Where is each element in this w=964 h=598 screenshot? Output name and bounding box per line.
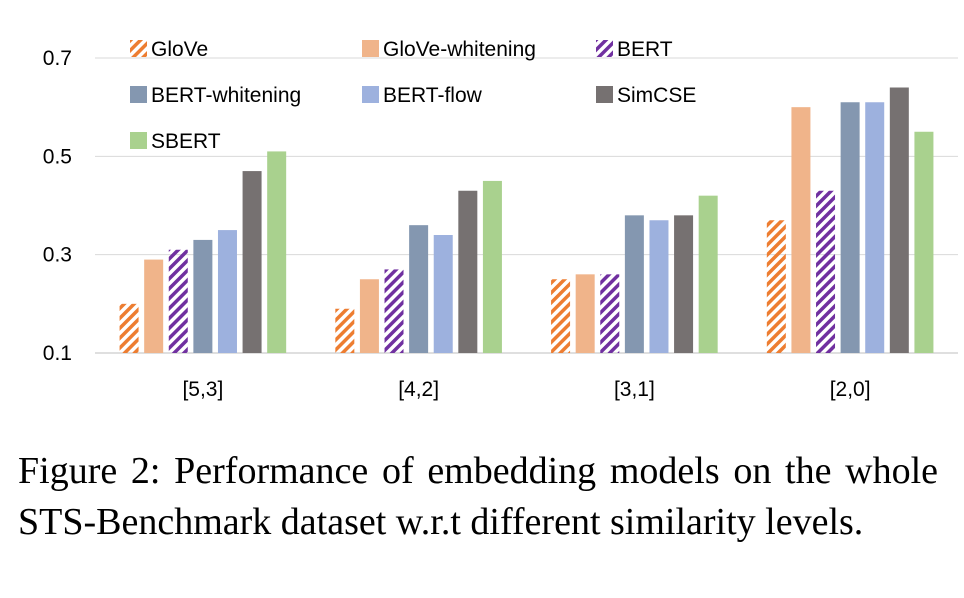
bar-bert bbox=[168, 249, 188, 353]
bar-glove-whitening bbox=[359, 279, 379, 353]
legend-swatch bbox=[362, 40, 379, 57]
bar-chart: 0.10.30.50.7 [5,3] [4,2] [3,1] [2,0] GloVe G… bbox=[43, 38, 958, 401]
x-axis-ticks: [5,3] [4,2] [3,1] [2,0] bbox=[182, 378, 870, 401]
legend-label: GloVe bbox=[151, 38, 208, 61]
bar-simcse bbox=[242, 171, 262, 353]
bar-glove-whitening bbox=[791, 107, 811, 354]
bar-simcse bbox=[674, 215, 694, 353]
bar-bert bbox=[600, 274, 620, 353]
x-tick-label: [2,0] bbox=[830, 378, 871, 401]
bar-glove-whitening bbox=[144, 259, 164, 353]
figure-caption: Figure 2: Performance of embedding model… bbox=[18, 450, 938, 543]
legend: GloVe GloVe-whitening BERT BERT-whitening BE… bbox=[130, 38, 696, 153]
bar-glove bbox=[119, 303, 139, 353]
x-tick-label: [5,3] bbox=[182, 378, 223, 401]
bar-bert-whitening bbox=[840, 102, 860, 353]
legend-label: GloVe-whitening bbox=[383, 38, 536, 61]
bars bbox=[119, 87, 934, 354]
legend-swatch bbox=[130, 40, 147, 57]
bar-bert-flow bbox=[865, 102, 885, 353]
bar-simcse bbox=[458, 190, 478, 353]
gridlines bbox=[95, 57, 958, 354]
bar-bert-flow bbox=[217, 230, 237, 353]
legend-label: BERT bbox=[617, 38, 673, 61]
bar-glove-whitening bbox=[575, 274, 595, 353]
bar-sbert bbox=[698, 195, 718, 353]
legend-swatch bbox=[596, 40, 613, 57]
bar-glove bbox=[335, 308, 355, 353]
legend-label: SimCSE bbox=[617, 84, 696, 107]
legend-swatch bbox=[362, 86, 379, 103]
bar-glove bbox=[766, 220, 786, 353]
bar-bert-whitening bbox=[624, 215, 644, 353]
y-tick-label: 0.5 bbox=[43, 145, 72, 168]
bar-bert-flow bbox=[649, 220, 669, 353]
legend-swatch bbox=[130, 132, 147, 149]
bar-bert-whitening bbox=[193, 239, 213, 353]
bar-bert-whitening bbox=[409, 225, 429, 353]
y-axis-ticks: 0.1 0.3 0.5 0.7 bbox=[43, 47, 72, 365]
x-tick-label: [3,1] bbox=[614, 378, 655, 401]
bar-bert-flow bbox=[433, 235, 453, 353]
bar-sbert bbox=[914, 131, 934, 353]
bar-sbert bbox=[482, 180, 502, 353]
y-tick-label: 0.3 bbox=[43, 244, 72, 267]
bar-bert bbox=[816, 190, 836, 353]
legend-label: BERT-whitening bbox=[151, 84, 301, 107]
legend-label: BERT-flow bbox=[383, 84, 483, 107]
legend-swatch bbox=[130, 86, 147, 103]
bar-simcse bbox=[889, 87, 909, 353]
legend-label: SBERT bbox=[151, 130, 221, 153]
x-tick-label: [4,2] bbox=[398, 378, 439, 401]
legend-swatch bbox=[596, 86, 613, 103]
bar-sbert bbox=[267, 151, 287, 353]
y-tick-label: 0.1 bbox=[43, 342, 72, 365]
y-tick-label: 0.7 bbox=[43, 47, 72, 70]
bar-bert bbox=[384, 269, 404, 353]
bar-glove bbox=[551, 279, 571, 353]
